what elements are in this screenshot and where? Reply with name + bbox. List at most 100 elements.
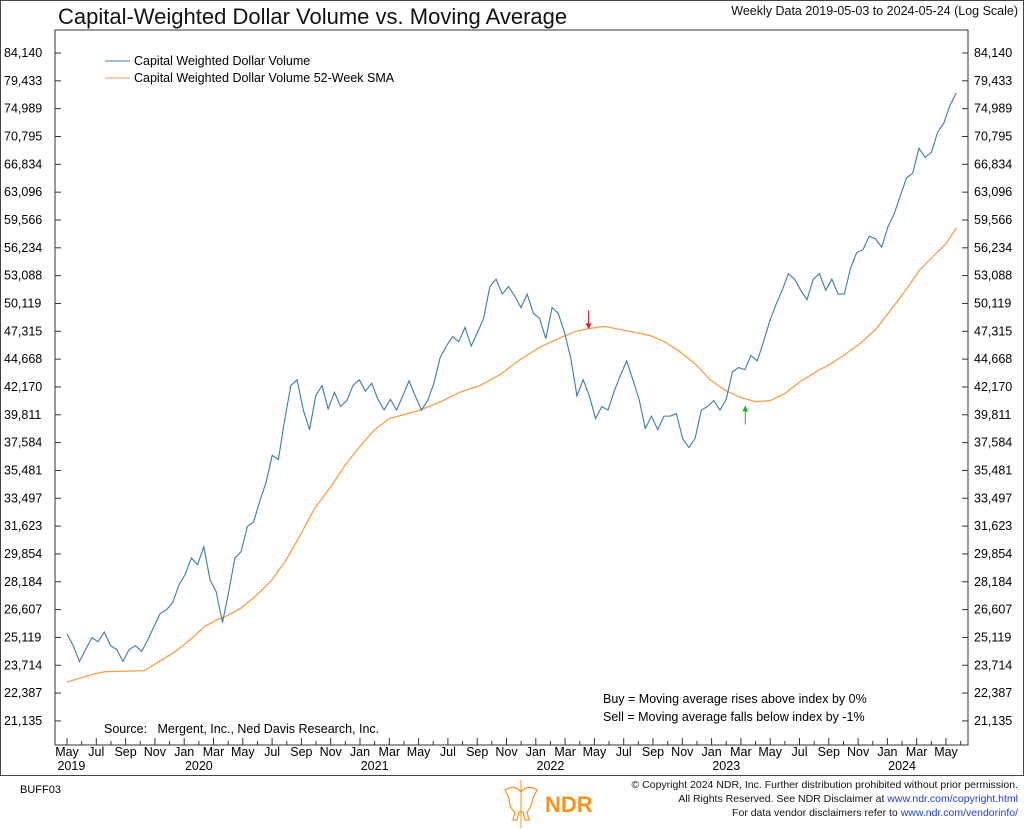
y-tick-label-right: 33,497 — [974, 491, 1012, 505]
x-tick-label: Mar — [906, 745, 928, 759]
x-tick-label: May — [55, 745, 79, 759]
sma-line — [66, 227, 957, 683]
y-tick-label-right: 63,096 — [974, 185, 1012, 199]
x-tick-label: May — [407, 745, 431, 759]
y-tick-label-left: 63,096 — [4, 185, 42, 199]
chart-title: Capital-Weighted Dollar Volume vs. Movin… — [58, 4, 567, 29]
x-tick-label: Sep — [114, 745, 136, 759]
y-tick-label-right: 44,668 — [974, 352, 1012, 366]
y-tick-label-right: 84,140 — [974, 46, 1012, 60]
y-tick-label-left: 66,834 — [4, 157, 42, 171]
y-tick-label-right: 74,989 — [974, 102, 1012, 116]
x-tick-label: Mar — [203, 745, 225, 759]
buy-rule: Buy = Moving average rises above index b… — [603, 692, 867, 706]
legend-label-sma: Capital Weighted Dollar Volume 52-Week S… — [134, 71, 395, 85]
y-tick-label-left: 25,119 — [4, 630, 41, 644]
y-tick-label-right: 47,315 — [974, 324, 1012, 338]
y-tick-label-left: 35,481 — [4, 463, 42, 477]
copyright-link[interactable]: www.ndr.com/copyright.html — [887, 793, 1018, 805]
y-tick-label-left: 50,119 — [4, 296, 41, 310]
x-tick-label: Mar — [379, 745, 401, 759]
outer-frame — [0, 0, 1024, 776]
y-tick-label-right: 29,854 — [974, 547, 1012, 561]
series-lines — [66, 92, 957, 683]
x-tick-label: Nov — [847, 745, 870, 759]
x-year-label: 2021 — [361, 759, 389, 773]
x-tick-label: Jan — [877, 745, 897, 759]
y-tick-label-left: 59,566 — [4, 213, 42, 227]
y-tick-label-left: 29,854 — [4, 547, 42, 561]
x-tick-label: May — [934, 745, 958, 759]
x-tick-label: Jan — [702, 745, 722, 759]
x-year-label: 2019 — [57, 759, 85, 773]
copyright-line: © Copyright 2024 NDR, Inc. Further distr… — [631, 779, 1019, 791]
ndr-logo: NDR — [504, 780, 593, 828]
x-tick-label: Jul — [792, 745, 808, 759]
y-tick-label-left: 21,135 — [4, 714, 42, 728]
x-tick-label: Jan — [526, 745, 546, 759]
x-tick-label: Jul — [264, 745, 280, 759]
y-tick-label-right: 53,088 — [974, 269, 1012, 283]
y-tick-label-left: 56,234 — [4, 241, 42, 255]
y-tick-label-right: 25,119 — [974, 630, 1011, 644]
y-tick-label-right: 28,184 — [974, 575, 1012, 589]
sell-arrowhead-icon — [585, 323, 592, 330]
x-tick-label: May — [758, 745, 782, 759]
y-tick-label-right: 56,234 — [974, 241, 1012, 255]
y-tick-label-left: 84,140 — [4, 46, 42, 60]
vendor-link[interactable]: www.ndr.com/vendorinfo/ — [900, 807, 1018, 819]
x-tick-label: Nov — [144, 745, 167, 759]
vendor-line: For data vendor disclaimers refer to www… — [732, 806, 1018, 820]
logo-text: NDR — [545, 792, 593, 817]
x-tick-label: Nov — [671, 745, 694, 759]
x-tick-label: Sep — [818, 745, 840, 759]
chart-code: BUFF03 — [20, 784, 61, 796]
x-tick-label: Nov — [495, 745, 518, 759]
y-tick-label-left: 22,387 — [4, 686, 42, 700]
y-tick-label-right: 23,714 — [974, 658, 1012, 672]
y-tick-label-right: 59,566 — [974, 213, 1012, 227]
x-tick-label: May — [231, 745, 255, 759]
y-tick-label-left: 31,623 — [4, 519, 42, 533]
y-tick-label-right: 37,584 — [974, 436, 1012, 450]
disclaimer-text: All Rights Reserved. See NDR Disclaimer … — [678, 793, 888, 805]
x-year-label: 2022 — [537, 759, 565, 773]
source-note: Source: Mergent, Inc., Ned Davis Researc… — [104, 722, 379, 736]
x-year-label: 2023 — [712, 759, 740, 773]
y-tick-label-right: 31,623 — [974, 519, 1012, 533]
x-tick-label: Jan — [174, 745, 194, 759]
y-tick-label-left: 37,584 — [4, 436, 42, 450]
y-tick-label-left: 39,811 — [4, 408, 41, 422]
y-tick-label-right: 50,119 — [974, 296, 1011, 310]
disclaimer-line: All Rights Reserved. See NDR Disclaimer … — [678, 792, 1018, 806]
y-tick-label-right: 66,834 — [974, 157, 1012, 171]
plot-area — [54, 29, 969, 746]
y-tick-label-right: 39,811 — [974, 408, 1011, 422]
buy-arrowhead-icon — [742, 405, 749, 412]
y-tick-label-right: 70,795 — [974, 129, 1012, 143]
x-tick-label: Mar — [554, 745, 576, 759]
y-tick-label-left: 42,170 — [4, 380, 42, 394]
x-tick-label: Jan — [350, 745, 370, 759]
volume-line — [66, 92, 957, 663]
x-tick-label: Sep — [466, 745, 488, 759]
y-tick-label-left: 74,989 — [4, 102, 42, 116]
y-tick-label-right: 21,135 — [974, 714, 1012, 728]
y-tick-label-left: 53,088 — [4, 269, 42, 283]
x-axis: May Jul Sep Nov Jan Mar May Jul Sep Nov Jan Mar May J… — [55, 738, 962, 773]
legend-label-volume: Capital Weighted Dollar Volume — [134, 54, 310, 68]
y-tick-label-right: 26,607 — [974, 603, 1012, 617]
y-tick-label-right: 42,170 — [974, 380, 1012, 394]
y-axis: 84,140 84,140 79,433 79,433 74,989 74,989 70,7… — [4, 46, 1012, 728]
x-tick-label: May — [583, 745, 607, 759]
y-tick-label-left: 26,607 — [4, 603, 42, 617]
x-year-label: 2024 — [888, 759, 916, 773]
y-tick-label-left: 70,795 — [4, 129, 42, 143]
x-tick-label: Jul — [616, 745, 632, 759]
y-tick-label-left: 28,184 — [4, 575, 42, 589]
legend: Capital Weighted Dollar Volume Capital W… — [105, 54, 395, 85]
y-tick-label-left: 23,714 — [4, 658, 42, 672]
y-tick-label-right: 22,387 — [974, 686, 1012, 700]
